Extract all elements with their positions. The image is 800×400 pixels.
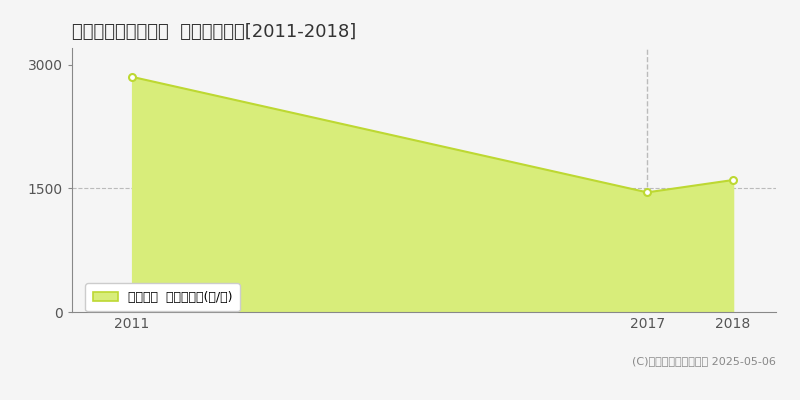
Text: (C)土地価格ドットコム 2025-05-06: (C)土地価格ドットコム 2025-05-06 <box>632 356 776 366</box>
Text: 新潟市西蒲区横曽根  農地価格推移[2011-2018]: 新潟市西蒲区横曽根 農地価格推移[2011-2018] <box>72 23 356 41</box>
Legend: 農地価格  平均坪単価(円/坪): 農地価格 平均坪単価(円/坪) <box>86 283 240 311</box>
